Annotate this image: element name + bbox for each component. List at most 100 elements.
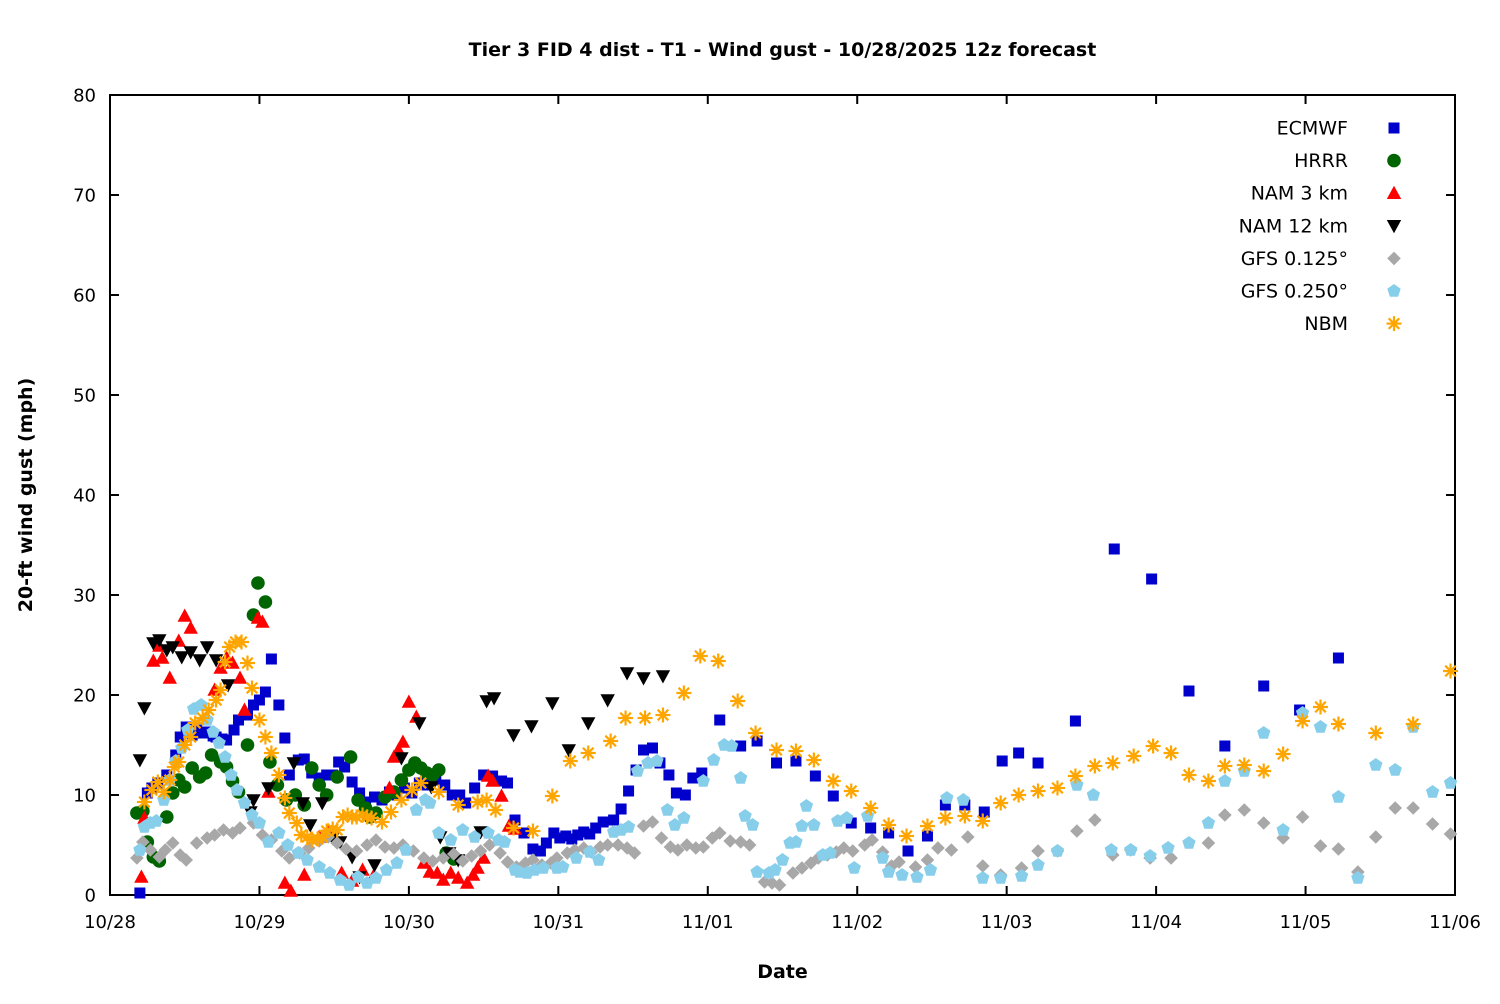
asterisk-ray <box>994 796 1007 810</box>
data-point <box>255 828 270 842</box>
data-point <box>251 712 267 728</box>
data-point <box>581 717 596 731</box>
data-point <box>298 753 310 765</box>
data-point <box>692 648 708 664</box>
data-point <box>1443 827 1458 841</box>
asterisk-ray <box>196 711 209 725</box>
data-point <box>497 835 512 848</box>
data-point <box>165 641 180 655</box>
data-point <box>393 792 409 808</box>
data-point <box>1237 803 1252 817</box>
data-point <box>329 822 345 838</box>
data-point <box>1011 787 1027 803</box>
data-point <box>750 865 764 878</box>
data-point <box>431 784 447 800</box>
data-point <box>369 833 383 847</box>
data-point <box>313 772 325 784</box>
data-point <box>161 769 173 781</box>
data-point <box>233 821 247 835</box>
data-point <box>247 699 259 711</box>
data-point <box>1351 871 1365 884</box>
data-point <box>478 769 490 781</box>
data-point <box>548 827 560 839</box>
data-point <box>775 853 790 866</box>
data-point <box>550 851 564 865</box>
y-tick-label: 10 <box>73 786 96 807</box>
data-point <box>1161 841 1175 854</box>
data-point <box>431 763 446 777</box>
data-point <box>494 788 509 802</box>
data-point <box>1406 801 1420 815</box>
data-point <box>277 790 293 806</box>
data-point <box>252 816 267 829</box>
data-point <box>931 841 945 855</box>
data-point <box>1388 763 1402 776</box>
data-point <box>171 754 187 770</box>
data-point <box>173 848 188 862</box>
data-point <box>220 679 236 693</box>
data-point <box>1086 788 1100 801</box>
data-point <box>788 743 804 759</box>
data-point <box>1200 773 1216 789</box>
data-point <box>687 772 699 784</box>
data-point <box>1050 844 1065 857</box>
data-point <box>795 861 809 875</box>
data-point <box>201 702 217 718</box>
data-point <box>655 670 671 684</box>
series-gfs-0-250- <box>133 698 1458 891</box>
data-point <box>1257 726 1271 739</box>
data-point <box>321 769 333 781</box>
data-point <box>312 778 327 792</box>
asterisk-ray <box>214 683 227 697</box>
data-point <box>399 843 413 856</box>
data-point <box>297 867 312 881</box>
data-point <box>560 830 572 842</box>
data-point <box>198 766 213 780</box>
data-point <box>1388 801 1403 815</box>
data-point <box>618 710 634 726</box>
data-point <box>655 707 671 723</box>
asterisk-ray <box>921 819 934 833</box>
x-tick-label: 10/30 <box>383 912 435 933</box>
data-point <box>957 808 973 824</box>
data-point <box>394 752 409 766</box>
data-point <box>136 835 150 849</box>
asterisk-ray <box>526 824 540 838</box>
x-tick-label: 11/04 <box>1130 912 1182 933</box>
data-point <box>1067 768 1083 784</box>
data-point <box>228 724 240 736</box>
data-point <box>1126 748 1142 764</box>
asterisk-ray <box>290 816 303 830</box>
data-point <box>218 750 232 763</box>
asterisk-ray <box>189 716 202 730</box>
data-point <box>1108 543 1120 555</box>
data-point <box>590 822 602 834</box>
data-point <box>705 831 720 845</box>
data-point <box>636 672 651 686</box>
asterisk-ray <box>218 655 232 669</box>
data-point <box>1049 780 1065 796</box>
data-point <box>597 816 609 828</box>
asterisk-ray <box>253 713 266 727</box>
data-point <box>536 861 550 874</box>
data-point <box>396 838 410 852</box>
data-point <box>1236 757 1252 773</box>
asterisk-ray <box>694 649 707 663</box>
data-point <box>723 834 737 848</box>
data-point <box>919 818 935 834</box>
data-point <box>213 682 229 698</box>
asterisk-ray <box>489 803 502 817</box>
asterisk-ray <box>1182 768 1196 782</box>
data-point <box>876 851 890 864</box>
data-point <box>479 792 495 808</box>
asterisk-ray <box>172 755 185 769</box>
data-point <box>295 797 310 811</box>
data-point <box>1387 153 1401 168</box>
data-point <box>881 817 897 833</box>
data-point <box>993 795 1009 811</box>
data-point <box>1256 763 1272 779</box>
data-point <box>1313 720 1328 733</box>
x-axis-label: Date <box>757 961 808 983</box>
data-point <box>746 818 760 831</box>
legend-item-gfs-0-250-: GFS 0.250° <box>1241 281 1401 303</box>
